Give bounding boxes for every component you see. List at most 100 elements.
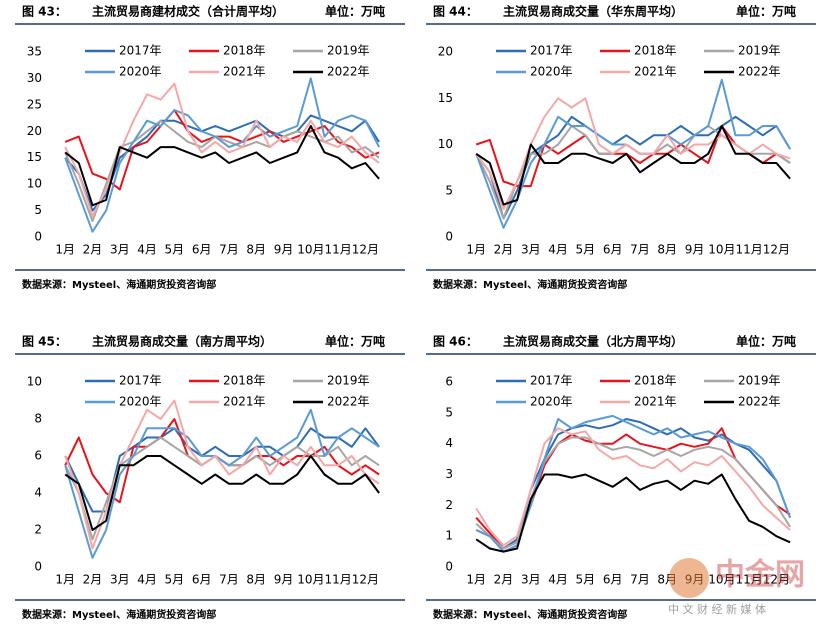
y-tick-label: 1 [445,529,453,543]
legend-label: 2020年 [119,395,162,409]
x-tick-label: 12月 [352,573,379,587]
x-tick-label: 10月 [297,243,324,257]
y-tick-label: 10 [27,375,42,389]
x-tick-label: 5月 [165,243,185,257]
x-tick-label: 5月 [576,243,596,257]
x-tick-label: 11月 [735,573,762,587]
x-tick-label: 11月 [735,243,762,257]
figure-label: 图 44： [433,5,478,19]
series-line [475,436,791,550]
legend-label: 2018年 [223,44,266,58]
source: 数据来源：Mysteel、海通期货投资咨询部 [433,278,627,291]
series-line [64,399,380,550]
chart-title: 主流贸易商成交量（华东周平均） [503,4,683,19]
series-line [64,114,380,212]
y-tick-label: 2 [34,523,42,537]
y-tick-label: 6 [34,449,42,463]
source: 数据来源：Mysteel、海通期货投资咨询部 [433,608,627,621]
legend-label: 2019年 [738,44,781,58]
figure-label: 图 46： [433,335,478,349]
unit: 单位：万吨 [325,334,385,349]
x-tick-label: 9月 [685,243,705,257]
y-tick-label: 30 [27,71,42,85]
x-tick-label: 4月 [548,243,568,257]
source: 数据来源：Mysteel、海通期货投资咨询部 [22,278,216,291]
y-tick-label: 6 [445,375,453,389]
legend-label: 2017年 [530,44,573,58]
x-tick-label: 11月 [324,573,351,587]
y-tick-label: 5 [445,405,453,419]
y-tick-label: 20 [438,45,453,59]
series-line [475,414,792,553]
figure-label: 图 43： [22,5,67,19]
series-line [64,455,380,531]
x-tick-label: 1月 [55,243,75,257]
y-tick-label: 0 [445,560,453,574]
y-tick-label: 10 [438,137,453,151]
series-line [64,125,380,207]
legend-label: 2017年 [119,44,162,58]
x-tick-label: 1月 [466,243,486,257]
legend-label: 2021年 [634,395,677,409]
x-tick-label: 9月 [274,243,294,257]
x-tick-label: 8月 [657,243,677,257]
x-tick-label: 6月 [603,243,623,257]
legend-label: 2021年 [634,65,677,79]
y-tick-label: 0 [445,230,453,244]
unit: 单位：万吨 [736,334,796,349]
x-tick-label: 7月 [219,573,239,587]
legend-label: 2022年 [327,395,370,409]
y-tick-label: 35 [27,45,42,59]
x-tick-label: 1月 [55,573,75,587]
series-line [64,82,380,217]
y-tick-label: 8 [34,412,42,426]
x-tick-label: 6月 [603,573,623,587]
unit: 单位：万吨 [736,4,796,19]
y-tick-label: 4 [445,436,453,450]
legend-label: 2017年 [119,374,162,388]
legend-label: 2019年 [738,374,781,388]
x-tick-label: 4月 [137,243,157,257]
y-tick-label: 0 [34,560,42,574]
x-tick-label: 4月 [137,573,157,587]
x-tick-label: 7月 [219,243,239,257]
x-tick-label: 9月 [274,573,294,587]
x-tick-label: 12月 [763,243,790,257]
watermark-logo [669,558,709,598]
x-tick-label: 7月 [630,243,650,257]
series-line [475,427,791,547]
x-tick-label: 2月 [83,243,103,257]
y-tick-label: 15 [27,150,42,164]
y-tick-label: 3 [445,467,453,481]
x-tick-label: 3月 [521,243,541,257]
x-tick-label: 10月 [708,573,735,587]
series-line [64,408,380,559]
legend-label: 2020年 [530,395,573,409]
x-tick-label: 3月 [110,573,130,587]
x-tick-label: 12月 [352,243,379,257]
series-line [64,427,380,513]
x-tick-label: 3月 [110,243,130,257]
legend-label: 2022年 [738,65,781,79]
x-tick-label: 10月 [297,573,324,587]
x-tick-label: 3月 [521,573,541,587]
y-tick-label: 25 [27,97,42,111]
series-line [475,125,791,206]
legend-label: 2019年 [327,44,370,58]
y-tick-label: 5 [34,203,42,217]
legend-label: 2017年 [530,374,573,388]
x-tick-label: 12月 [763,573,790,587]
legend-label: 2020年 [119,65,162,79]
chart-title: 主流贸易商成交量（北方周平均） [503,334,683,349]
y-tick-label: 20 [27,124,42,138]
x-tick-label: 8月 [246,573,266,587]
source: 数据来源：Mysteel、海通期货投资咨询部 [22,608,216,621]
y-tick-label: 5 [445,183,453,197]
x-tick-label: 10月 [708,243,735,257]
legend-label: 2022年 [738,395,781,409]
series-line [64,77,380,233]
legend-label: 2018年 [223,374,266,388]
x-tick-label: 2月 [83,573,103,587]
legend-label: 2018年 [634,44,677,58]
